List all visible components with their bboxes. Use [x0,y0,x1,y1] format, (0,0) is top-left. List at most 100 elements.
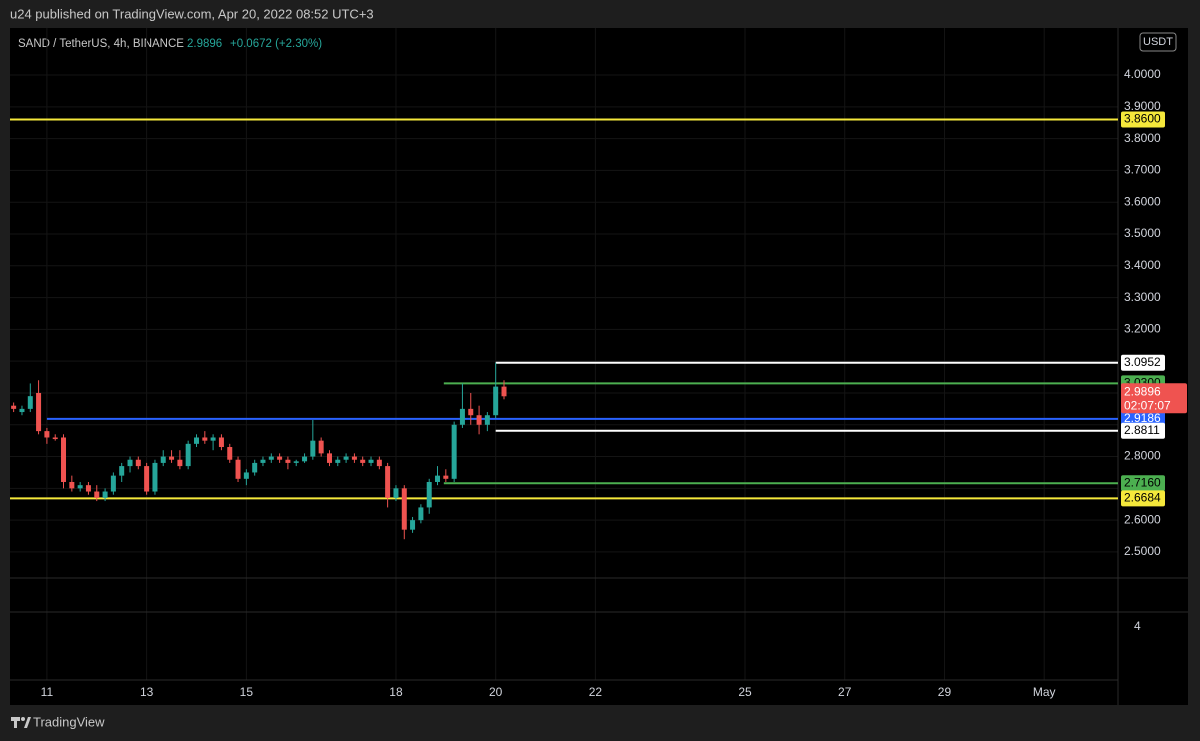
candle-body [44,431,50,438]
legend-change: +0.0672 (+2.30%) [230,38,322,50]
lower-pane-label: 4 [1134,619,1141,633]
currency-badge[interactable] [1139,32,1177,52]
x-tick-label: 13 [140,685,154,699]
candle-body [360,459,366,463]
candle-body [318,440,324,454]
candle-body [77,485,83,489]
candle-body [476,415,482,425]
candle-body [61,437,67,482]
y-tick-label: 2.8000 [1124,449,1161,463]
candle-body [127,459,133,467]
candle-body [293,461,299,463]
price-tag-label: 2.6684 [1124,491,1161,505]
candle-body [110,475,116,492]
header: u24 published on TradingView.com, Apr 20… [10,6,374,21]
y-tick-label: 4.0000 [1124,67,1161,81]
y-tick-label: 2.6000 [1124,512,1161,526]
symbol: SAND / TetherUS, 4h, BINANCE [18,38,184,50]
x-tick-label: 27 [838,685,852,699]
y-tick-label: 3.3000 [1124,290,1161,304]
candle-body [119,466,125,476]
footer: TradingView [33,714,105,729]
price-tag [1121,354,1165,371]
candle-body [94,491,100,498]
candle-body [144,466,150,492]
candle-body [351,456,357,460]
candle-body [484,415,490,425]
candle-body [493,386,499,416]
candle-body [36,392,42,432]
y-tick-label: 3.7000 [1124,163,1161,177]
candle-body [260,459,266,463]
current-price-tag [1121,383,1187,414]
price-tag-label: 2.8811 [1124,423,1160,437]
current-price: 2.9896 [1124,384,1161,398]
candle-body [501,386,507,397]
y-tick-label: 3.5000 [1124,226,1161,240]
candle-body [285,459,291,463]
price-tag [1121,475,1165,492]
legend-price: 2.9896 [187,38,222,50]
candle-body [401,488,407,530]
x-tick-label: 22 [589,685,603,699]
x-tick-label: 25 [738,685,752,699]
y-tick-label: 3.4000 [1124,258,1161,272]
candle-body [277,456,283,460]
candle-body [19,408,25,413]
x-tick-label: 20 [489,685,503,699]
chart-background [10,28,1188,705]
candle-body [335,459,341,463]
price-tag [1121,490,1165,507]
candle-body [443,475,449,479]
candle-body [169,456,175,460]
y-tick-label: 3.9000 [1124,99,1161,113]
candle-body [385,466,391,498]
candle-body [193,437,199,444]
price-tag-label: 2.7160 [1124,475,1161,489]
candle-body [185,443,191,467]
y-tick-label: 3.2000 [1124,322,1161,336]
candle-body [426,481,432,508]
price-tag [1121,111,1165,128]
x-tick-label: May [1033,685,1056,699]
candle-body [410,520,416,530]
candle-body [52,437,58,440]
currency: USDT [1143,36,1173,48]
candle-body [69,481,75,489]
candle-body [376,459,382,467]
candle-body [243,472,249,479]
x-tick-label: 29 [938,685,952,699]
candle-body [326,453,332,463]
price-tag-label: 2.9186 [1124,411,1161,425]
candle-body [268,456,274,460]
candle-body [202,437,208,441]
logo [11,717,31,728]
candle-body [235,459,241,479]
x-tick-label: 15 [240,685,254,699]
candle-body [368,459,374,463]
x-tick-label: 18 [389,685,403,699]
y-tick-label: 3.6000 [1124,194,1161,208]
price-tag-label: 3.0952 [1124,355,1161,369]
x-tick-label: 11 [41,685,54,699]
candle-body [393,488,399,498]
candle-body [152,462,158,492]
candle-body [102,491,108,498]
candle-body [468,408,474,416]
candle-body [177,459,183,467]
candle-body [85,485,91,492]
candle-body [210,437,216,441]
candle-body [302,456,308,462]
candle-body [218,437,224,448]
countdown: 02:07:07 [1124,398,1171,412]
candle-body [434,475,440,482]
y-tick-label: 2.5000 [1124,544,1161,558]
candle-body [135,459,141,467]
candle-body [459,408,465,425]
candle-body [227,447,233,460]
y-tick-label: 3.8000 [1124,131,1161,145]
candle-body [27,396,33,409]
price-tag [1121,422,1165,439]
price-tag-label: 3.8600 [1124,112,1161,126]
